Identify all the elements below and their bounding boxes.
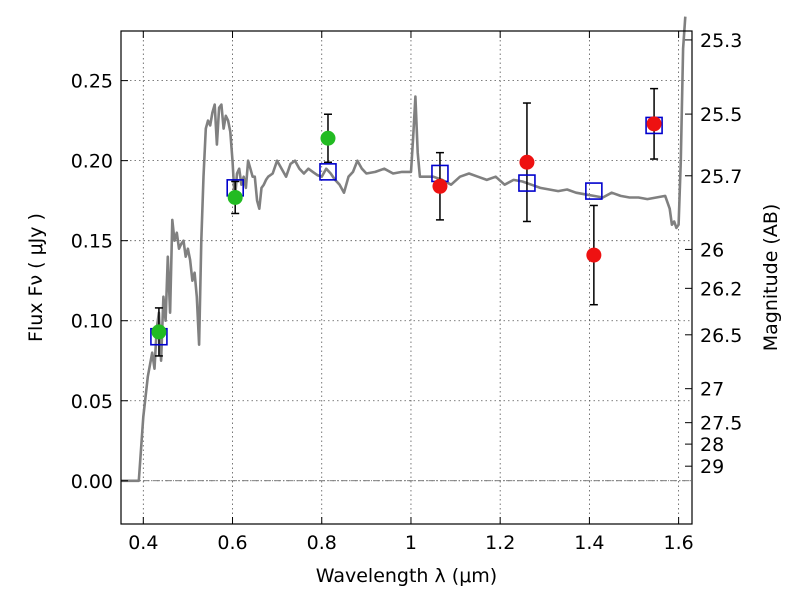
data-point bbox=[227, 189, 243, 205]
magnitude-tick-label: 25.5 bbox=[700, 104, 742, 126]
magnitude-tick-label: 25.3 bbox=[700, 30, 742, 52]
data-point bbox=[519, 154, 535, 170]
y-tick-label: 0.05 bbox=[71, 391, 113, 413]
model-spectrum-line bbox=[121, 16, 687, 483]
x-tick-label: 1.2 bbox=[485, 532, 515, 554]
y-tick-label: 0.00 bbox=[71, 471, 113, 493]
x-tick-label: 1 bbox=[405, 532, 417, 554]
x-axis-ticks: 0.4 0.6 0.8 1 1.2 1.4 1.6 bbox=[128, 31, 694, 554]
magnitude-tick-label: 29 bbox=[700, 456, 724, 478]
y-tick-label: 0.25 bbox=[71, 71, 113, 93]
magnitude-tick-label: 28 bbox=[700, 434, 724, 456]
magnitude-tick-label: 27.5 bbox=[700, 413, 742, 435]
y-tick-label: 0.15 bbox=[71, 231, 113, 253]
x-tick-label: 0.4 bbox=[128, 532, 158, 554]
y-axis-ticks: 0.00 0.05 0.10 0.15 0.20 0.25 bbox=[71, 71, 128, 493]
x-axis-label: Wavelength λ (μm) bbox=[316, 565, 497, 587]
data-point bbox=[646, 116, 662, 132]
magnitude-tick-label: 26.2 bbox=[700, 278, 742, 300]
data-point bbox=[320, 130, 336, 146]
magnitude-tick-label: 26 bbox=[700, 239, 724, 261]
grid bbox=[121, 31, 692, 524]
x-tick-label: 0.8 bbox=[307, 532, 337, 554]
y-tick-label: 0.20 bbox=[71, 151, 113, 173]
x-tick-label: 0.6 bbox=[217, 532, 247, 554]
data-point bbox=[151, 324, 167, 340]
y-axis-label: Flux Fν ( μJy ) bbox=[25, 213, 47, 342]
magnitude-tick-label: 26.5 bbox=[700, 325, 742, 347]
model-boxes bbox=[150, 116, 663, 346]
magnitude-tick-label: 27 bbox=[700, 379, 724, 401]
y-tick-label: 0.10 bbox=[71, 311, 113, 333]
model-box bbox=[319, 163, 337, 181]
data-points bbox=[151, 116, 662, 340]
x-tick-label: 1.6 bbox=[664, 532, 694, 554]
data-point bbox=[586, 247, 602, 263]
plot-frame bbox=[120, 30, 693, 525]
magnitude-tick-label: 25.7 bbox=[700, 166, 742, 188]
model-box bbox=[518, 174, 536, 192]
data-point bbox=[432, 178, 448, 194]
magnitude-axis-label: Magnitude (AB) bbox=[760, 204, 782, 352]
model-box bbox=[585, 182, 603, 200]
x-tick-label: 1.4 bbox=[574, 532, 604, 554]
